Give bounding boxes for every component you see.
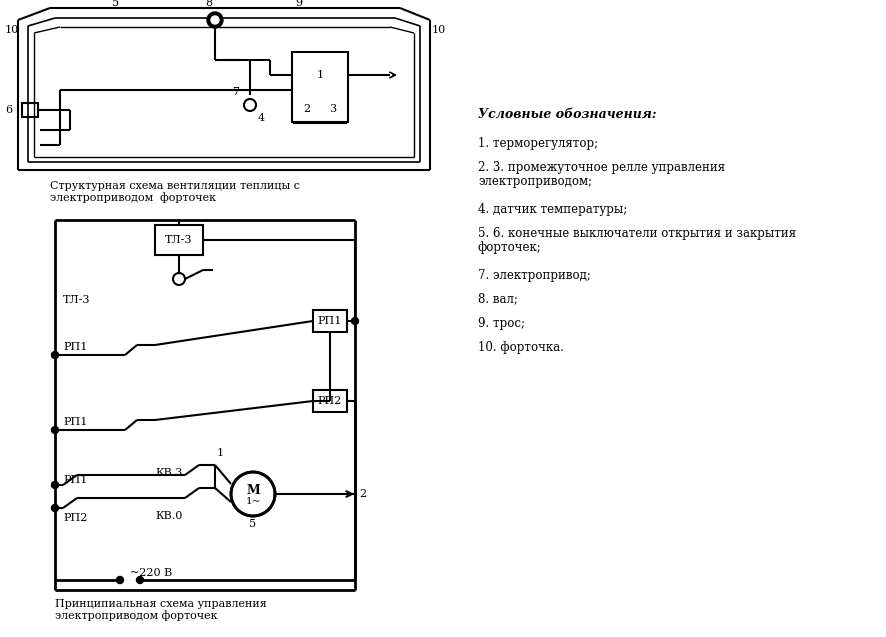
Text: Условные обозначения:: Условные обозначения: xyxy=(478,108,657,122)
Text: М: М xyxy=(246,483,260,496)
Circle shape xyxy=(136,576,144,583)
Text: 5: 5 xyxy=(250,519,257,529)
Text: электроприводом;: электроприводом; xyxy=(478,175,592,187)
Text: электроприводом форточек: электроприводом форточек xyxy=(55,611,217,621)
Circle shape xyxy=(211,16,219,24)
Circle shape xyxy=(51,427,58,434)
Text: 6: 6 xyxy=(5,105,12,115)
Text: 3: 3 xyxy=(330,104,337,114)
Text: 4: 4 xyxy=(258,113,265,123)
Circle shape xyxy=(51,482,58,489)
Bar xyxy=(155,225,203,255)
Circle shape xyxy=(51,505,58,512)
Text: форточек;: форточек; xyxy=(478,241,541,254)
Text: 8. вал;: 8. вал; xyxy=(478,292,518,306)
Text: 9. трос;: 9. трос; xyxy=(478,317,525,329)
Text: 2: 2 xyxy=(359,489,366,499)
Bar xyxy=(320,95,346,123)
Text: 9: 9 xyxy=(295,0,302,8)
Text: ТЛ-3: ТЛ-3 xyxy=(166,235,193,245)
Text: 1: 1 xyxy=(217,448,224,458)
Text: РП1: РП1 xyxy=(318,316,342,326)
Text: РП1: РП1 xyxy=(63,475,88,485)
Text: 1~: 1~ xyxy=(245,497,260,506)
Text: РП2: РП2 xyxy=(63,513,88,523)
Text: РП2: РП2 xyxy=(318,396,342,406)
Text: Принципиальная схема управления: Принципиальная схема управления xyxy=(55,599,267,609)
Bar xyxy=(295,55,345,95)
Text: ~220 В: ~220 В xyxy=(130,568,172,578)
Text: 10: 10 xyxy=(432,25,447,35)
Text: 2. 3. промежуточное релле управления: 2. 3. промежуточное релле управления xyxy=(478,161,725,173)
Text: РП1: РП1 xyxy=(63,417,88,427)
Text: 4. датчик температуры;: 4. датчик температуры; xyxy=(478,203,627,215)
Text: Структурная схема вентиляции теплицы с: Структурная схема вентиляции теплицы с xyxy=(50,181,300,191)
Text: 8: 8 xyxy=(205,0,212,8)
Text: РП1: РП1 xyxy=(63,342,88,352)
Circle shape xyxy=(352,317,359,324)
Text: 7. электропривод;: 7. электропривод; xyxy=(478,269,591,282)
Bar xyxy=(313,390,347,412)
Text: 1. терморегулятор;: 1. терморегулятор; xyxy=(478,136,598,150)
Text: 7: 7 xyxy=(232,87,239,97)
Bar xyxy=(294,95,320,123)
Circle shape xyxy=(231,472,275,516)
Bar xyxy=(292,52,348,122)
Circle shape xyxy=(207,12,223,28)
Text: 10. форточка.: 10. форточка. xyxy=(478,341,563,354)
Text: 10: 10 xyxy=(5,25,19,35)
Bar xyxy=(313,310,347,332)
Bar xyxy=(22,103,38,117)
Text: электроприводом  форточек: электроприводом форточек xyxy=(50,192,216,203)
Circle shape xyxy=(116,576,123,583)
Text: КВ.0: КВ.0 xyxy=(155,511,183,521)
Text: 1: 1 xyxy=(316,70,323,80)
Text: КВ.3: КВ.3 xyxy=(155,468,183,478)
Text: ТЛ-3: ТЛ-3 xyxy=(63,295,90,305)
Text: 2: 2 xyxy=(303,104,311,114)
Circle shape xyxy=(51,352,58,359)
Text: 5: 5 xyxy=(112,0,119,8)
Text: 5. 6. конечные выключатели открытия и закрытия: 5. 6. конечные выключатели открытия и за… xyxy=(478,227,797,240)
